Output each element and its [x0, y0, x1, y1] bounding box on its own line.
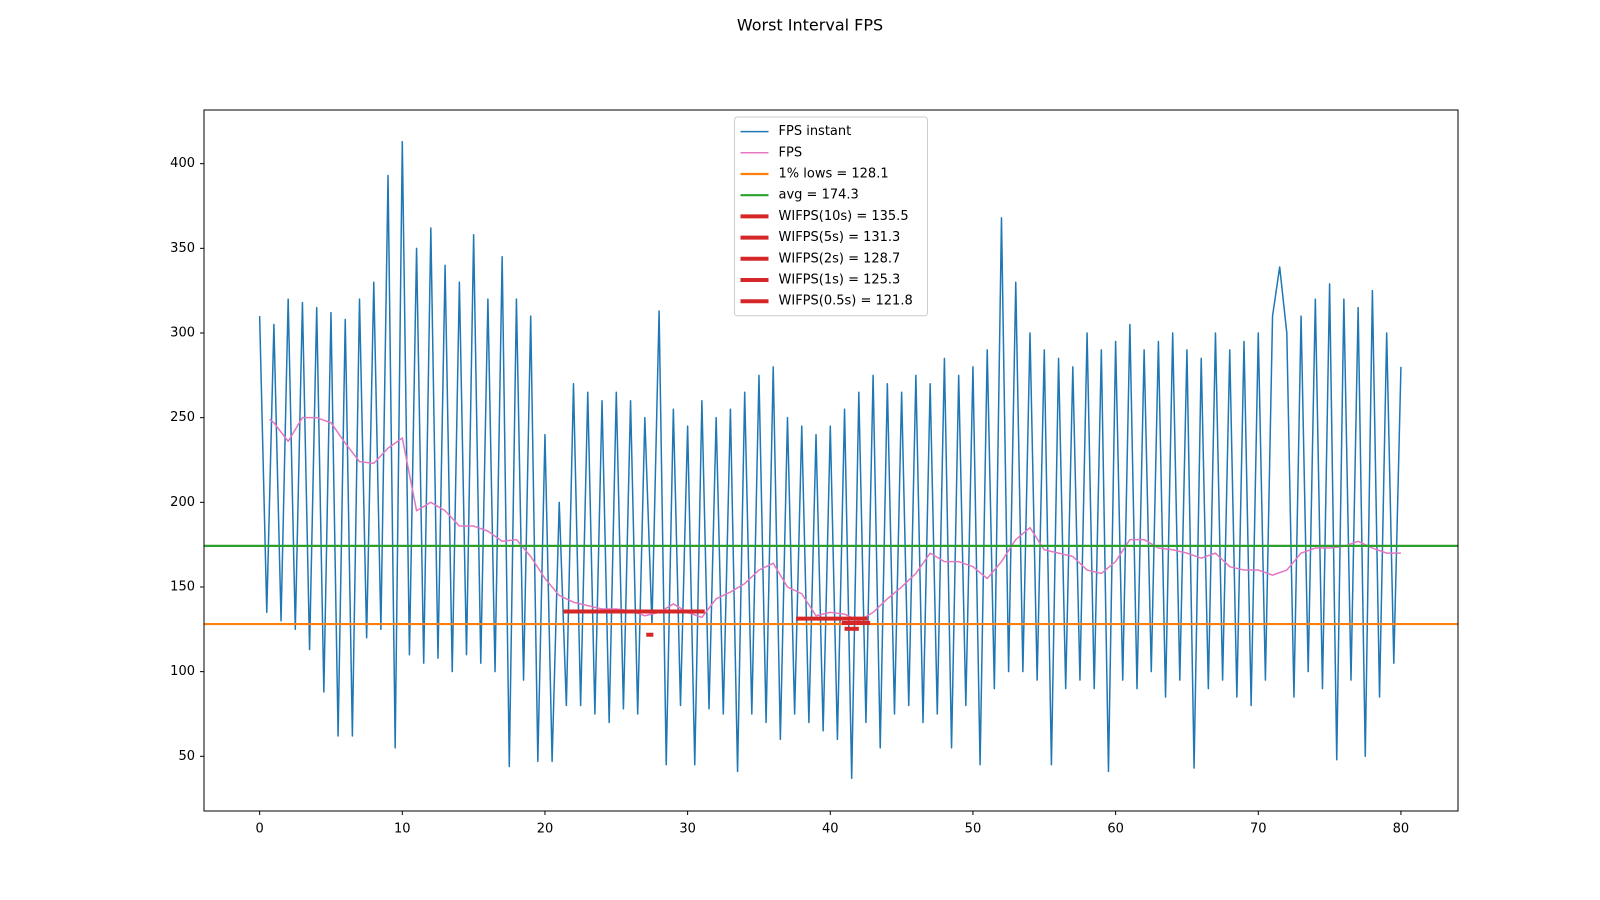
legend-label: avg = 174.3: [779, 188, 859, 203]
x-tick-label: 60: [1107, 822, 1124, 837]
x-tick-label: 30: [679, 822, 696, 837]
y-tick-label: 250: [170, 410, 195, 425]
y-tick-label: 400: [170, 156, 195, 171]
chart-title: Worst Interval FPS: [737, 16, 883, 35]
x-tick-label: 50: [965, 822, 982, 837]
legend-label: WIFPS(1s) = 125.3: [779, 273, 901, 288]
series-line: [258, 140, 1402, 780]
legend-label: WIFPS(0.5s) = 121.8: [779, 294, 913, 309]
legend-label: WIFPS(10s) = 135.5: [779, 209, 909, 224]
x-tick-label: 20: [537, 822, 554, 837]
x-tick-label: 70: [1250, 822, 1267, 837]
legend-label: FPS: [779, 145, 803, 160]
legend-label: 1% lows = 128.1: [779, 167, 889, 182]
y-tick-label: 200: [170, 495, 195, 510]
legend-label: WIFPS(2s) = 128.7: [779, 251, 901, 266]
axes-frame: [203, 109, 1459, 812]
legend-label: FPS instant: [779, 124, 852, 139]
x-tick-label: 10: [394, 822, 411, 837]
y-tick-label: 100: [170, 664, 195, 679]
y-tick-label: 50: [178, 749, 195, 764]
series-line: [269, 416, 1401, 622]
legend-label: WIFPS(5s) = 131.3: [779, 230, 901, 245]
x-tick-label: 0: [255, 822, 263, 837]
y-tick-label: 150: [170, 579, 195, 594]
y-tick-label: 300: [170, 325, 195, 340]
y-tick-label: 350: [170, 241, 195, 256]
plot-area: [204, 140, 1458, 780]
x-tick-label: 40: [822, 822, 839, 837]
legend-box: [734, 116, 928, 317]
x-tick-label: 80: [1393, 822, 1410, 837]
